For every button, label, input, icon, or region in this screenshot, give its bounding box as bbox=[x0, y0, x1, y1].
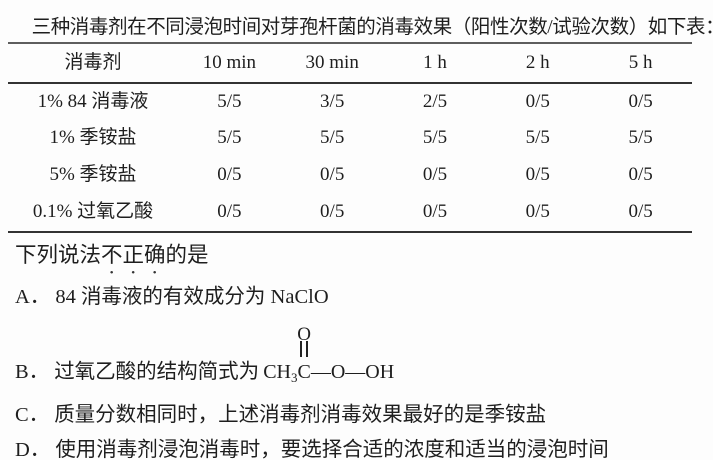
double-bond-icon bbox=[300, 341, 309, 357]
carbonyl-oxygen: O bbox=[297, 324, 312, 345]
option-c: C． 质量分数相同时，上述消毒剂消毒效果最好的是季铵盐 bbox=[15, 402, 546, 428]
option-d-label: D． bbox=[15, 439, 51, 460]
table-cell: 3/5 bbox=[320, 90, 345, 112]
table-cell: 0/5 bbox=[422, 164, 448, 185]
table-cell: 5/5 bbox=[217, 90, 242, 112]
option-a-text: 84 消毒液的有效成分为 NaClO bbox=[55, 286, 329, 308]
table-header-cell: 30 min bbox=[280, 44, 384, 84]
formula-ch: CH bbox=[263, 361, 291, 383]
question-text-suffix: 的是 bbox=[165, 243, 209, 267]
table-cell: 0/5 bbox=[628, 90, 653, 112]
option-c-text: 质量分数相同时，上述消毒剂消毒效果最好的是季铵盐 bbox=[54, 404, 547, 426]
table-header-cell: 消毒剂 bbox=[8, 44, 178, 84]
table-cell: 2/5 bbox=[422, 90, 448, 112]
formula-peroxide-chain: —O—OH bbox=[310, 361, 395, 383]
row-label: 1% 季铵盐 bbox=[49, 127, 137, 149]
option-d-text: 使用消毒剂浸泡消毒时，要选择合适的浓度和适当的浸泡时间 bbox=[55, 439, 609, 460]
table-cell: 5/5 bbox=[320, 127, 345, 149]
row-label: 5% 季铵盐 bbox=[49, 164, 137, 185]
question-emphasis-text: 不正确 bbox=[101, 243, 166, 267]
formula-subscript: 3 bbox=[290, 370, 298, 385]
table-cell: 5/5 bbox=[525, 127, 550, 149]
table-header-cell: 2 h bbox=[486, 44, 590, 84]
table-cell: 5/5 bbox=[217, 127, 242, 149]
table-cell: 5/5 bbox=[422, 127, 448, 149]
table-cell: 0/5 bbox=[422, 200, 448, 222]
table-header-cell: 10 min bbox=[178, 44, 281, 84]
table-cell: 0/5 bbox=[320, 164, 345, 185]
table-cell: 0/5 bbox=[217, 200, 242, 222]
option-d: D． 使用消毒剂浸泡消毒时，要选择合适的浓度和适当的浸泡时间 bbox=[15, 437, 609, 460]
question-title-row: ） 三种消毒剂在不同浸泡时间对芽孢杆菌的消毒效果（阳性次数/试验次数）如下表： bbox=[0, 10, 713, 39]
table-cell: 0/5 bbox=[628, 200, 653, 222]
option-c-label: C． bbox=[15, 404, 50, 426]
table-cell: 5/5 bbox=[628, 127, 653, 149]
page-title: 三种消毒剂在不同浸泡时间对芽孢杆菌的消毒效果（阳性次数/试验次数）如下表： bbox=[31, 17, 713, 38]
option-a: A． 84 消毒液的有效成分为 NaClO bbox=[15, 284, 329, 310]
table-cell: 0/5 bbox=[525, 90, 550, 112]
table-header-cell: 5 h bbox=[589, 44, 692, 84]
table-cell: 0/5 bbox=[525, 164, 550, 185]
question-number-fragment: ） bbox=[0, 10, 11, 39]
row-label: 1% 84 消毒液 bbox=[37, 90, 149, 112]
question-stem: 下列说法不正确的是 bbox=[15, 238, 209, 279]
table-header-cell: 1 h bbox=[383, 44, 487, 84]
table-cell: 0/5 bbox=[320, 200, 345, 222]
option-a-label: A． bbox=[15, 286, 51, 308]
peracetic-acid-formula: CH3 O C—O—OH bbox=[263, 324, 395, 385]
option-b-label: B． bbox=[15, 361, 50, 383]
option-b: B． 过氧乙酸的结构简式为 CH3 O C—O—OH bbox=[15, 324, 395, 387]
table-cell: 0/5 bbox=[217, 164, 242, 185]
question-text-prefix: 下列说法 bbox=[15, 243, 102, 267]
disinfectant-table: 消毒剂 10 min 30 min 1 h 2 h 5 h 1% 84 消毒液 … bbox=[8, 42, 692, 233]
table-cell: 0/5 bbox=[525, 200, 550, 222]
option-b-text: 过氧乙酸的结构简式为 bbox=[54, 361, 260, 383]
row-label: 0.1% 过氧乙酸 bbox=[32, 200, 154, 222]
table-cell: 0/5 bbox=[628, 164, 653, 185]
formula-carbon: C bbox=[297, 361, 311, 383]
